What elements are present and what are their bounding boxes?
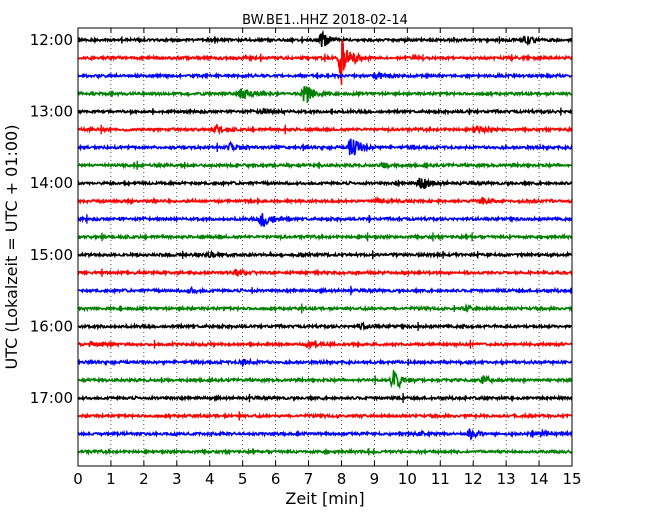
x-tick-label: 4 — [205, 470, 215, 488]
plot-frame — [77, 27, 573, 467]
seismic-trace — [78, 71, 572, 81]
seismic-trace — [78, 411, 572, 421]
seismic-trace — [78, 339, 572, 351]
y-tick-label: 13:00 — [30, 103, 73, 121]
seismic-trace — [78, 447, 572, 456]
chart-title: BW.BE1..HHZ 2018-02-14 — [242, 13, 408, 28]
x-tick-label: 14 — [530, 470, 549, 488]
x-tick-label: 1 — [106, 470, 116, 488]
seismic-trace — [78, 428, 572, 441]
seismic-trace — [78, 123, 572, 136]
seismic-trace — [78, 393, 572, 403]
x-tick-label: 11 — [431, 470, 450, 488]
x-tick-label: 8 — [337, 470, 347, 488]
y-tick-label: 14:00 — [30, 174, 73, 192]
seismic-trace — [78, 370, 572, 390]
y-tick-label: 16:00 — [30, 317, 73, 335]
seismic-trace — [78, 85, 572, 103]
x-tick-label: 2 — [139, 470, 149, 488]
seismic-trace — [78, 285, 572, 295]
y-tick-label: 15:00 — [30, 246, 73, 264]
x-tick-label: 0 — [73, 470, 83, 488]
x-tick-label: 3 — [172, 470, 182, 488]
x-tick-label: 5 — [238, 470, 248, 488]
x-axis-label: Zeit [min] — [285, 489, 364, 508]
seismic-trace — [78, 160, 572, 171]
seismic-trace — [78, 213, 572, 227]
seismic-trace — [78, 303, 572, 313]
seismic-trace — [78, 321, 572, 332]
seismic-trace — [78, 107, 572, 117]
x-tick-label: 6 — [271, 470, 281, 488]
seismic-trace — [78, 195, 572, 206]
seismic-trace — [78, 268, 572, 278]
x-tick-label: 7 — [304, 470, 314, 488]
seismic-trace — [78, 177, 572, 189]
seismic-trace — [78, 232, 572, 242]
x-tick-label: 12 — [464, 470, 483, 488]
seismic-trace — [78, 138, 572, 156]
seismic-trace — [78, 357, 572, 368]
x-tick-label: 13 — [497, 470, 516, 488]
axis-ticks: 0 1 2 3 4 5 6 7 8 9 10 11 12 13 14 1512:0013:0014:0015:… — [30, 28, 582, 488]
seismic-trace — [78, 29, 572, 48]
x-tick-label: 10 — [398, 470, 417, 488]
x-tick-label: 15 — [562, 470, 581, 488]
seismic-trace — [78, 249, 572, 260]
traces — [78, 29, 572, 456]
x-tick-label: 9 — [370, 470, 380, 488]
y-axis-label: UTC (Lokalzeit = UTC + 01:00) — [2, 125, 21, 370]
y-tick-label: 17:00 — [30, 389, 73, 407]
y-tick-label: 12:00 — [30, 31, 73, 49]
